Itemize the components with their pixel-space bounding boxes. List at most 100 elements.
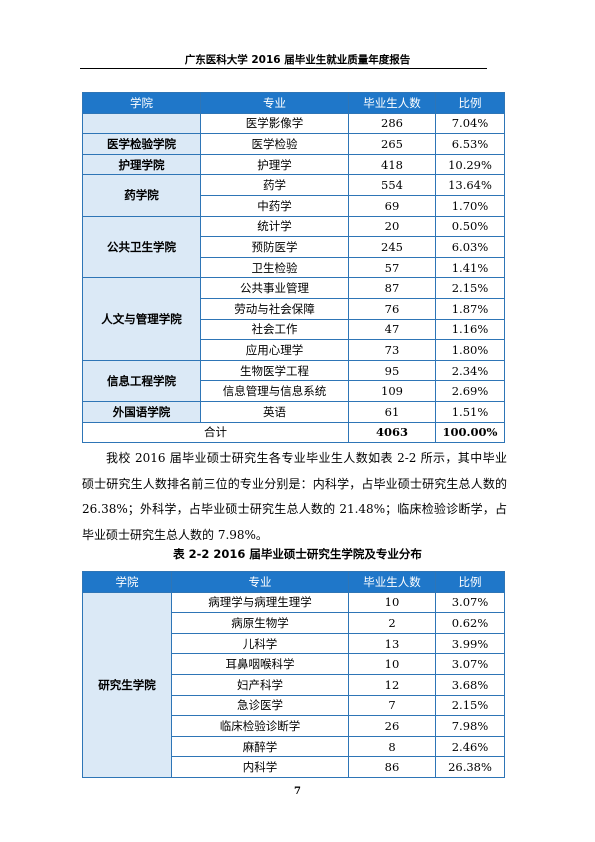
total-count: 4063 — [348, 421, 436, 444]
column-header-college: 学院 — [82, 92, 201, 114]
count-cell: 87 — [348, 277, 436, 299]
table-row: 信息工程学院 生物医学工程 95 2.34% — [82, 359, 505, 402]
table-caption: 表 2-2 2016 届毕业硕士研究生学院及专业分布 — [173, 547, 422, 561]
major-cell: 临床检验诊断学 — [171, 715, 349, 737]
major-cell: 儿科学 — [171, 632, 349, 655]
major-cell: 耳鼻咽喉科学 — [171, 653, 349, 675]
total-ratio: 100.00% — [435, 421, 505, 444]
count-cell: 61 — [348, 400, 436, 423]
total-row: 合计 4063 100.00% — [82, 421, 505, 444]
ratio-cell: 6.03% — [435, 236, 505, 258]
major-cell: 预防医学 — [200, 236, 349, 258]
major-cell: 医学影像学 — [200, 112, 349, 135]
page-number: 7 — [294, 786, 301, 797]
count-cell: 69 — [348, 194, 436, 217]
count-cell: 57 — [348, 256, 436, 279]
table-row: 妇产科学 12 3.68% — [83, 673, 505, 696]
college-cell: 公共卫生学院 — [82, 215, 201, 279]
major-cell: 病原生物学 — [171, 612, 349, 634]
major-cell: 妇产科学 — [171, 673, 349, 696]
ratio-cell: 2.15% — [435, 694, 505, 717]
count-cell: 12 — [348, 673, 436, 696]
ratio-cell: 0.50% — [435, 215, 505, 238]
ratio-cell: 7.04% — [435, 112, 505, 135]
ratio-cell: 2.15% — [435, 277, 505, 299]
table-row: 预防医学 245 6.03% — [83, 236, 505, 258]
count-cell: 26 — [348, 715, 436, 737]
ratio-cell: 1.87% — [435, 297, 505, 320]
major-cell: 统计学 — [200, 215, 349, 238]
column-header-ratio: 比例 — [435, 92, 505, 114]
ratio-cell: 1.51% — [435, 400, 505, 423]
ratio-cell: 0.62% — [435, 612, 505, 634]
ratio-cell: 3.68% — [435, 673, 505, 696]
header-divider — [80, 68, 487, 69]
ratio-cell: 3.99% — [435, 632, 505, 655]
count-cell: 7 — [348, 694, 436, 717]
count-cell: 418 — [348, 153, 436, 176]
count-cell: 76 — [348, 297, 436, 320]
count-cell: 245 — [348, 236, 436, 258]
major-cell: 英语 — [200, 400, 349, 423]
major-cell: 病理学与病理生理学 — [171, 591, 349, 614]
count-cell: 95 — [348, 359, 436, 382]
column-header-college: 学院 — [82, 571, 172, 593]
table-row: 病原生物学 2 0.62% — [83, 612, 505, 634]
ratio-cell: 7.98% — [435, 715, 505, 737]
major-cell: 信息管理与信息系统 — [200, 380, 349, 402]
table-header-row: 学院 专业 毕业生人数 比例 — [82, 92, 505, 114]
column-header-count: 毕业生人数 — [348, 92, 436, 114]
column-header-major: 专业 — [200, 92, 349, 114]
count-cell: 20 — [348, 215, 436, 238]
ratio-cell: 26.38% — [435, 756, 505, 778]
ratio-cell: 1.80% — [435, 339, 505, 361]
major-cell: 社会工作 — [200, 318, 349, 341]
table-row: 应用心理学 73 1.80% — [83, 339, 505, 361]
column-header-count: 毕业生人数 — [348, 571, 436, 593]
ratio-cell: 2.69% — [435, 380, 505, 402]
count-cell: 554 — [348, 174, 436, 196]
college-cell: 药学院 — [82, 174, 201, 217]
count-cell: 109 — [348, 380, 436, 402]
ratio-cell: 3.07% — [435, 653, 505, 675]
count-cell: 8 — [348, 735, 436, 758]
graduates-by-major-table: 学院 专业 毕业生人数 比例 医学影像学 286 7.04% 医学检验学院 医学… — [82, 92, 505, 444]
column-header-ratio: 比例 — [435, 571, 505, 593]
table-row: 公共卫生学院 统计学 20 0.50% — [82, 215, 505, 279]
ratio-cell: 1.41% — [435, 256, 505, 279]
table-row: 研究生学院 病理学与病理生理学 10 3.07% — [82, 591, 505, 778]
major-cell: 应用心理学 — [200, 339, 349, 361]
table-row: 医学检验学院 医学检验 265 6.53% — [82, 133, 505, 155]
count-cell: 286 — [348, 112, 436, 135]
count-cell: 73 — [348, 339, 436, 361]
column-header-major: 专业 — [171, 571, 349, 593]
table-row: 社会工作 47 1.16% — [83, 318, 505, 341]
count-cell: 265 — [348, 133, 436, 155]
major-cell: 劳动与社会保障 — [200, 297, 349, 320]
ratio-cell: 2.34% — [435, 359, 505, 382]
table-row: 耳鼻咽喉科学 10 3.07% — [83, 653, 505, 675]
major-cell: 卫生检验 — [200, 256, 349, 279]
ratio-cell: 2.46% — [435, 735, 505, 758]
table-row: 药学院 药学 554 13.64% — [82, 174, 505, 217]
major-cell: 麻醉学 — [171, 735, 349, 758]
page-header-title: 广东医科大学 2016 届毕业生就业质量年度报告 — [184, 54, 411, 66]
table-row: 内科学 86 26.38% — [83, 756, 505, 778]
ratio-cell: 6.53% — [435, 133, 505, 155]
table-row: 外国语学院 英语 61 1.51% — [82, 400, 505, 423]
major-cell: 医学检验 — [200, 133, 349, 155]
table-row: 医学影像学 286 7.04% — [82, 112, 505, 135]
table-header-row: 学院 专业 毕业生人数 比例 — [82, 571, 505, 593]
table-row: 麻醉学 8 2.46% — [83, 735, 505, 758]
college-cell — [82, 112, 201, 135]
ratio-cell: 3.07% — [435, 591, 505, 614]
table-row: 信息管理与信息系统 109 2.69% — [83, 380, 505, 402]
table-row: 劳动与社会保障 76 1.87% — [83, 297, 505, 320]
table-row: 护理学院 护理学 418 10.29% — [82, 153, 505, 176]
graduate-students-by-major-table: 学院 专业 毕业生人数 比例 研究生学院 病理学与病理生理学 10 3.07% … — [82, 571, 505, 778]
ratio-cell: 13.64% — [435, 174, 505, 196]
count-cell: 2 — [348, 612, 436, 634]
college-cell: 研究生学院 — [82, 591, 172, 778]
major-cell: 公共事业管理 — [200, 277, 349, 299]
college-cell: 信息工程学院 — [82, 359, 201, 402]
